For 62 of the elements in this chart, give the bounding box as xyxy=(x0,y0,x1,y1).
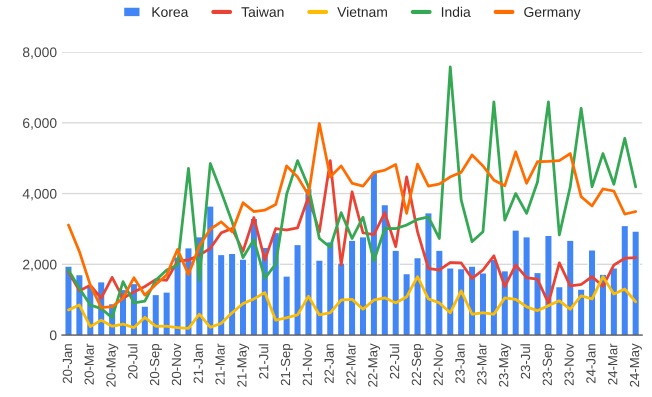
legend-label: India xyxy=(442,6,471,17)
bar xyxy=(478,272,488,336)
bar xyxy=(522,236,532,336)
bar xyxy=(336,262,346,336)
legend-label: Vietnam xyxy=(337,6,387,17)
x-tick-label: 22-Sep xyxy=(412,344,424,386)
x-tick-label: 22-Nov xyxy=(434,343,443,386)
x-tick-label: 20-Mar xyxy=(84,344,94,385)
x-tick-label: 21-May xyxy=(237,343,250,387)
line-series xyxy=(67,122,638,309)
x-tick-label: 23-Sep xyxy=(542,344,555,386)
bar xyxy=(358,236,368,336)
bar xyxy=(489,258,498,336)
x-tick-label: 22-May xyxy=(368,343,380,387)
y-tick-label: 8,000 xyxy=(22,47,57,59)
bar xyxy=(348,240,356,336)
x-tick-label: 23-Jul xyxy=(520,344,530,379)
x-tick-label: 21-Mar xyxy=(215,344,225,385)
bar xyxy=(609,267,618,336)
x-tick-label: 20-May xyxy=(106,343,118,387)
x-tick-label: 21-Nov xyxy=(302,343,312,386)
bar xyxy=(588,249,596,336)
x-tick-label: 23-Mar xyxy=(477,344,487,385)
x-tick-label: 22-Jan xyxy=(324,344,334,384)
legend-label: Germany xyxy=(524,7,581,20)
bar xyxy=(631,230,640,336)
bar xyxy=(238,258,248,336)
bar xyxy=(282,275,292,336)
bar xyxy=(391,249,400,336)
x-tick-label: 23-May xyxy=(498,343,511,387)
x-tick-label: 24-May xyxy=(630,343,642,387)
bar xyxy=(64,265,73,336)
x-tick-label: 20-Nov xyxy=(172,343,182,386)
y-tick-label: 4,000 xyxy=(22,188,57,200)
bar xyxy=(620,224,630,336)
x-tick-label: 22-Mar xyxy=(346,344,356,385)
bar xyxy=(162,291,172,336)
x-tick-label: 22-Jul xyxy=(390,344,400,379)
x-tick-label: 21-Sep xyxy=(280,344,293,386)
x-tick-label: 23-Nov xyxy=(564,343,574,386)
bar xyxy=(314,259,324,336)
legend-label: Korea xyxy=(152,7,188,17)
bar xyxy=(402,272,412,336)
x-tick-label: 20-Sep xyxy=(150,344,162,386)
bar xyxy=(216,254,226,336)
x-tick-label: 24-Jan xyxy=(586,344,596,384)
y-tick-label: 6,000 xyxy=(23,118,57,130)
legend-label: Taiwan xyxy=(241,6,284,17)
bar xyxy=(228,252,236,336)
x-tick-label: 20-Jan xyxy=(62,344,72,384)
x-tick-label: 24-Mar xyxy=(608,344,618,385)
x-tick-label: 21-Jul xyxy=(258,344,268,379)
line-series xyxy=(67,65,638,320)
y-tick-label: 2,000 xyxy=(23,260,57,272)
y-tick-label: 0 xyxy=(50,330,57,340)
bar xyxy=(413,256,422,336)
bar xyxy=(576,288,586,336)
x-tick-label: 20-Jul xyxy=(128,344,138,379)
line-series xyxy=(67,275,638,330)
x-tick-label: 21-Jan xyxy=(194,344,203,384)
bar xyxy=(293,244,302,336)
x-tick-label: 23-Jan xyxy=(455,344,465,384)
